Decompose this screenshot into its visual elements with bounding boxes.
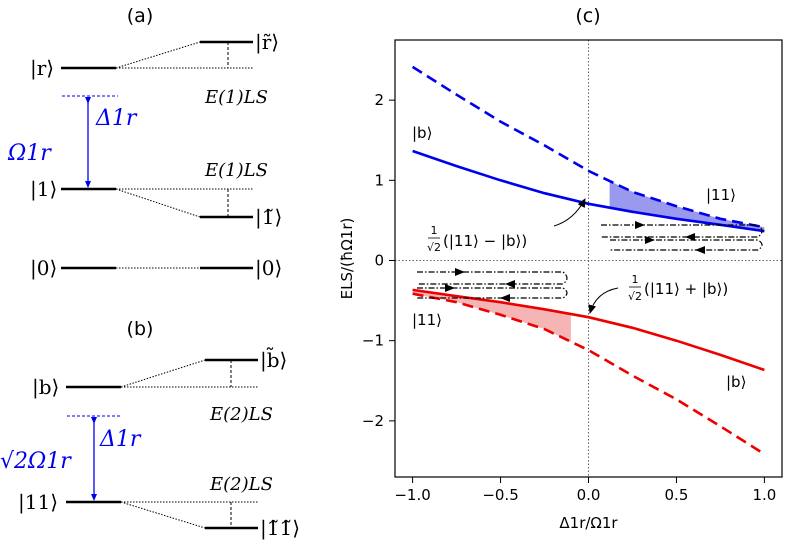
- annotation-minus-state: (|11⟩ − |b⟩): [443, 232, 527, 250]
- annotation-upper-right: |11⟩: [706, 186, 736, 204]
- detuning-label-b: Δ1r: [99, 427, 142, 452]
- x-tick-label: 0.5: [665, 486, 689, 504]
- panel-a-diagram: [61, 40, 253, 270]
- annotation-upper-left: |b⟩: [412, 124, 432, 142]
- trajectory-loop-upper-a: [601, 224, 763, 238]
- series-line-blue-solid: [412, 149, 765, 233]
- detuning-label-a: Δ1r: [95, 106, 138, 131]
- panel-c-label: (c): [575, 5, 600, 27]
- level-0: |0⟩: [30, 256, 57, 281]
- level-1: |1⟩: [30, 177, 57, 202]
- shift-label-a2: E(1)LS: [204, 160, 268, 181]
- x-axis-label: Δ1r/Ω1r: [559, 514, 618, 532]
- trajectory-loop-upper-b: [610, 239, 763, 251]
- annotation-plus-state: (|11⟩ + |b⟩): [644, 280, 728, 298]
- level-11-tilde: |1̃1̃⟩: [260, 516, 300, 541]
- frac-den-minus: √2: [427, 241, 441, 254]
- shift-label-b2: E(2)LS: [209, 474, 273, 495]
- trajectory-arrowhead: [695, 246, 705, 254]
- annotation-lower-right: |b⟩: [726, 373, 746, 391]
- pointer-arrow-minus: [553, 198, 586, 227]
- level-r: |r⟩: [30, 56, 54, 81]
- pointer-arrow-plus: [588, 287, 619, 314]
- series-line-red-dashed: [412, 292, 766, 456]
- x-tick-label: −1.0: [394, 486, 430, 504]
- frac-num-plus: 1: [632, 273, 639, 286]
- shaded-region-lower: [412, 289, 571, 342]
- trajectory-arrowhead: [455, 268, 465, 276]
- panel-a-label: (a): [127, 5, 153, 27]
- level-0-right: |0⟩: [255, 256, 282, 281]
- trajectory-arrowhead: [645, 236, 655, 244]
- trajectory-arrowhead: [685, 233, 695, 241]
- shaded-region-upper: [609, 181, 765, 232]
- level-r-tilde: |r̃⟩: [255, 30, 279, 55]
- shift-label-b1: E(2)LS: [209, 404, 273, 425]
- y-tick-label: 1: [374, 171, 384, 189]
- rabi-label-b: √2Ω1r: [0, 449, 72, 474]
- y-tick-label: 0: [374, 252, 384, 270]
- x-tick-label: 0.0: [577, 486, 601, 504]
- rabi-label-a: Ω1r: [7, 141, 52, 166]
- y-tick-label: 2: [374, 91, 384, 109]
- y-tick-label: −1: [362, 332, 384, 350]
- shift-label-a1: E(1)LS: [204, 87, 268, 108]
- frac-den-plus: √2: [628, 290, 642, 303]
- x-tick-label: 1.0: [752, 486, 776, 504]
- y-tick-label: −2: [362, 412, 384, 430]
- line-chart: −1.0 −0.5 0.0 0.5 1.0 −2 −1 0 1 2 Δ1r/Ω1r ELS/(ħΩ1r…: [338, 39, 783, 532]
- level-b: |b⟩: [32, 375, 59, 400]
- panel-b-diagram: [66, 358, 258, 530]
- trajectory-arrowhead: [500, 294, 510, 302]
- trajectory-arrowhead: [505, 280, 515, 288]
- panel-b-label: (b): [127, 318, 154, 340]
- level-11: |11⟩: [18, 490, 58, 515]
- trajectory-arrowhead: [635, 221, 645, 229]
- annotation-lower-left: |11⟩: [412, 311, 442, 329]
- level-1-tilde: |1̃⟩: [255, 205, 282, 230]
- trajectory-arrowhead: [445, 284, 455, 292]
- trajectory-loop-lower-a: [417, 271, 568, 285]
- y-axis-label: ELS/(ħΩ1r): [338, 218, 356, 300]
- frac-num-minus: 1: [431, 224, 438, 237]
- trajectory-loop-lower-b: [417, 287, 568, 299]
- series-line-blue-dashed: [411, 65, 765, 229]
- level-b-tilde: |b̃⟩: [260, 346, 287, 373]
- x-tick-label: −0.5: [482, 486, 518, 504]
